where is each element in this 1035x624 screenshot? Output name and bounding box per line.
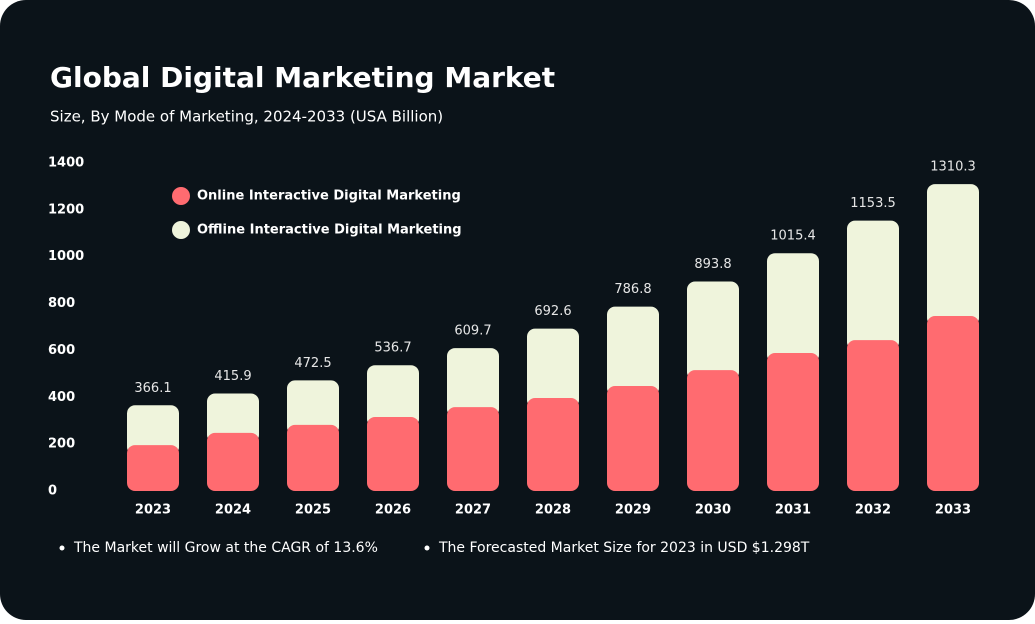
total-label: 609.7: [454, 324, 491, 339]
x-tick-label: 2024: [215, 503, 251, 518]
total-label: 1153.5: [850, 196, 896, 211]
bar-segment: [287, 380, 339, 435]
y-tick-label: 600: [48, 343, 75, 358]
x-tick-label: 2023: [135, 503, 171, 518]
x-tick-label: 2030: [695, 503, 731, 518]
x-tick-label: 2029: [615, 503, 651, 518]
x-tick-label: 2032: [855, 503, 891, 518]
bar-segment: [767, 353, 819, 491]
x-tick-label: 2026: [375, 503, 411, 518]
total-label: 366.1: [134, 381, 171, 396]
x-tick-label: 2027: [455, 503, 491, 518]
total-label: 786.8: [614, 282, 651, 297]
y-tick-label: 200: [48, 437, 75, 452]
y-tick-label: 1000: [48, 249, 84, 264]
chart-subtitle: Size, By Mode of Marketing, 2024-2033 (U…: [50, 108, 443, 126]
y-tick-label: 400: [48, 390, 75, 405]
total-label: 1015.4: [770, 229, 816, 244]
bar-segment: [367, 365, 419, 427]
bar-segment: [207, 432, 259, 491]
bar-segment: [447, 407, 499, 491]
y-tick-label: 800: [48, 296, 75, 311]
bar-segment: [687, 281, 739, 381]
bar-segment: [847, 340, 899, 491]
bar-segment: [847, 220, 899, 351]
bar-segment: [687, 370, 739, 491]
bar-segment: [927, 184, 979, 326]
bar-segment: [527, 397, 579, 491]
total-label: 893.8: [694, 257, 731, 272]
bar-segment: [367, 416, 419, 491]
bar-segment: [767, 253, 819, 364]
total-label: 472.5: [294, 356, 331, 371]
legend-swatch: [172, 221, 190, 239]
note-bullet: [424, 545, 430, 551]
legend-label: Online Interactive Digital Marketing: [197, 189, 461, 204]
x-tick-label: 2025: [295, 503, 331, 518]
total-label: 536.7: [374, 341, 411, 356]
y-tick-label: 1400: [48, 156, 84, 171]
y-tick-label: 0: [48, 484, 57, 499]
note-bullet: [59, 545, 65, 551]
total-label: 1310.3: [930, 160, 976, 175]
bar-segment: [607, 386, 659, 491]
x-tick-label: 2033: [935, 503, 971, 518]
x-tick-label: 2028: [535, 503, 571, 518]
bar-segment: [527, 328, 579, 408]
y-tick-label: 1200: [48, 202, 84, 217]
bar-segment: [127, 445, 179, 491]
total-label: 415.9: [214, 369, 251, 384]
legend-label: Offline Interactive Digital Marketing: [197, 223, 462, 238]
total-label: 692.6: [534, 304, 571, 319]
chart-title: Global Digital Marketing Market: [50, 61, 555, 94]
bar-segment: [207, 393, 259, 443]
bar-segment: [287, 424, 339, 491]
bar-segment: [607, 306, 659, 397]
note: The Market will Grow at the CAGR of 13.6…: [73, 540, 378, 556]
bar-segment: [927, 315, 979, 491]
legend-swatch: [172, 187, 190, 205]
note: The Forecasted Market Size for 2023 in U…: [438, 540, 810, 556]
x-tick-label: 2031: [775, 503, 811, 518]
bar-segment: [447, 348, 499, 418]
bar-segment: [127, 405, 179, 456]
